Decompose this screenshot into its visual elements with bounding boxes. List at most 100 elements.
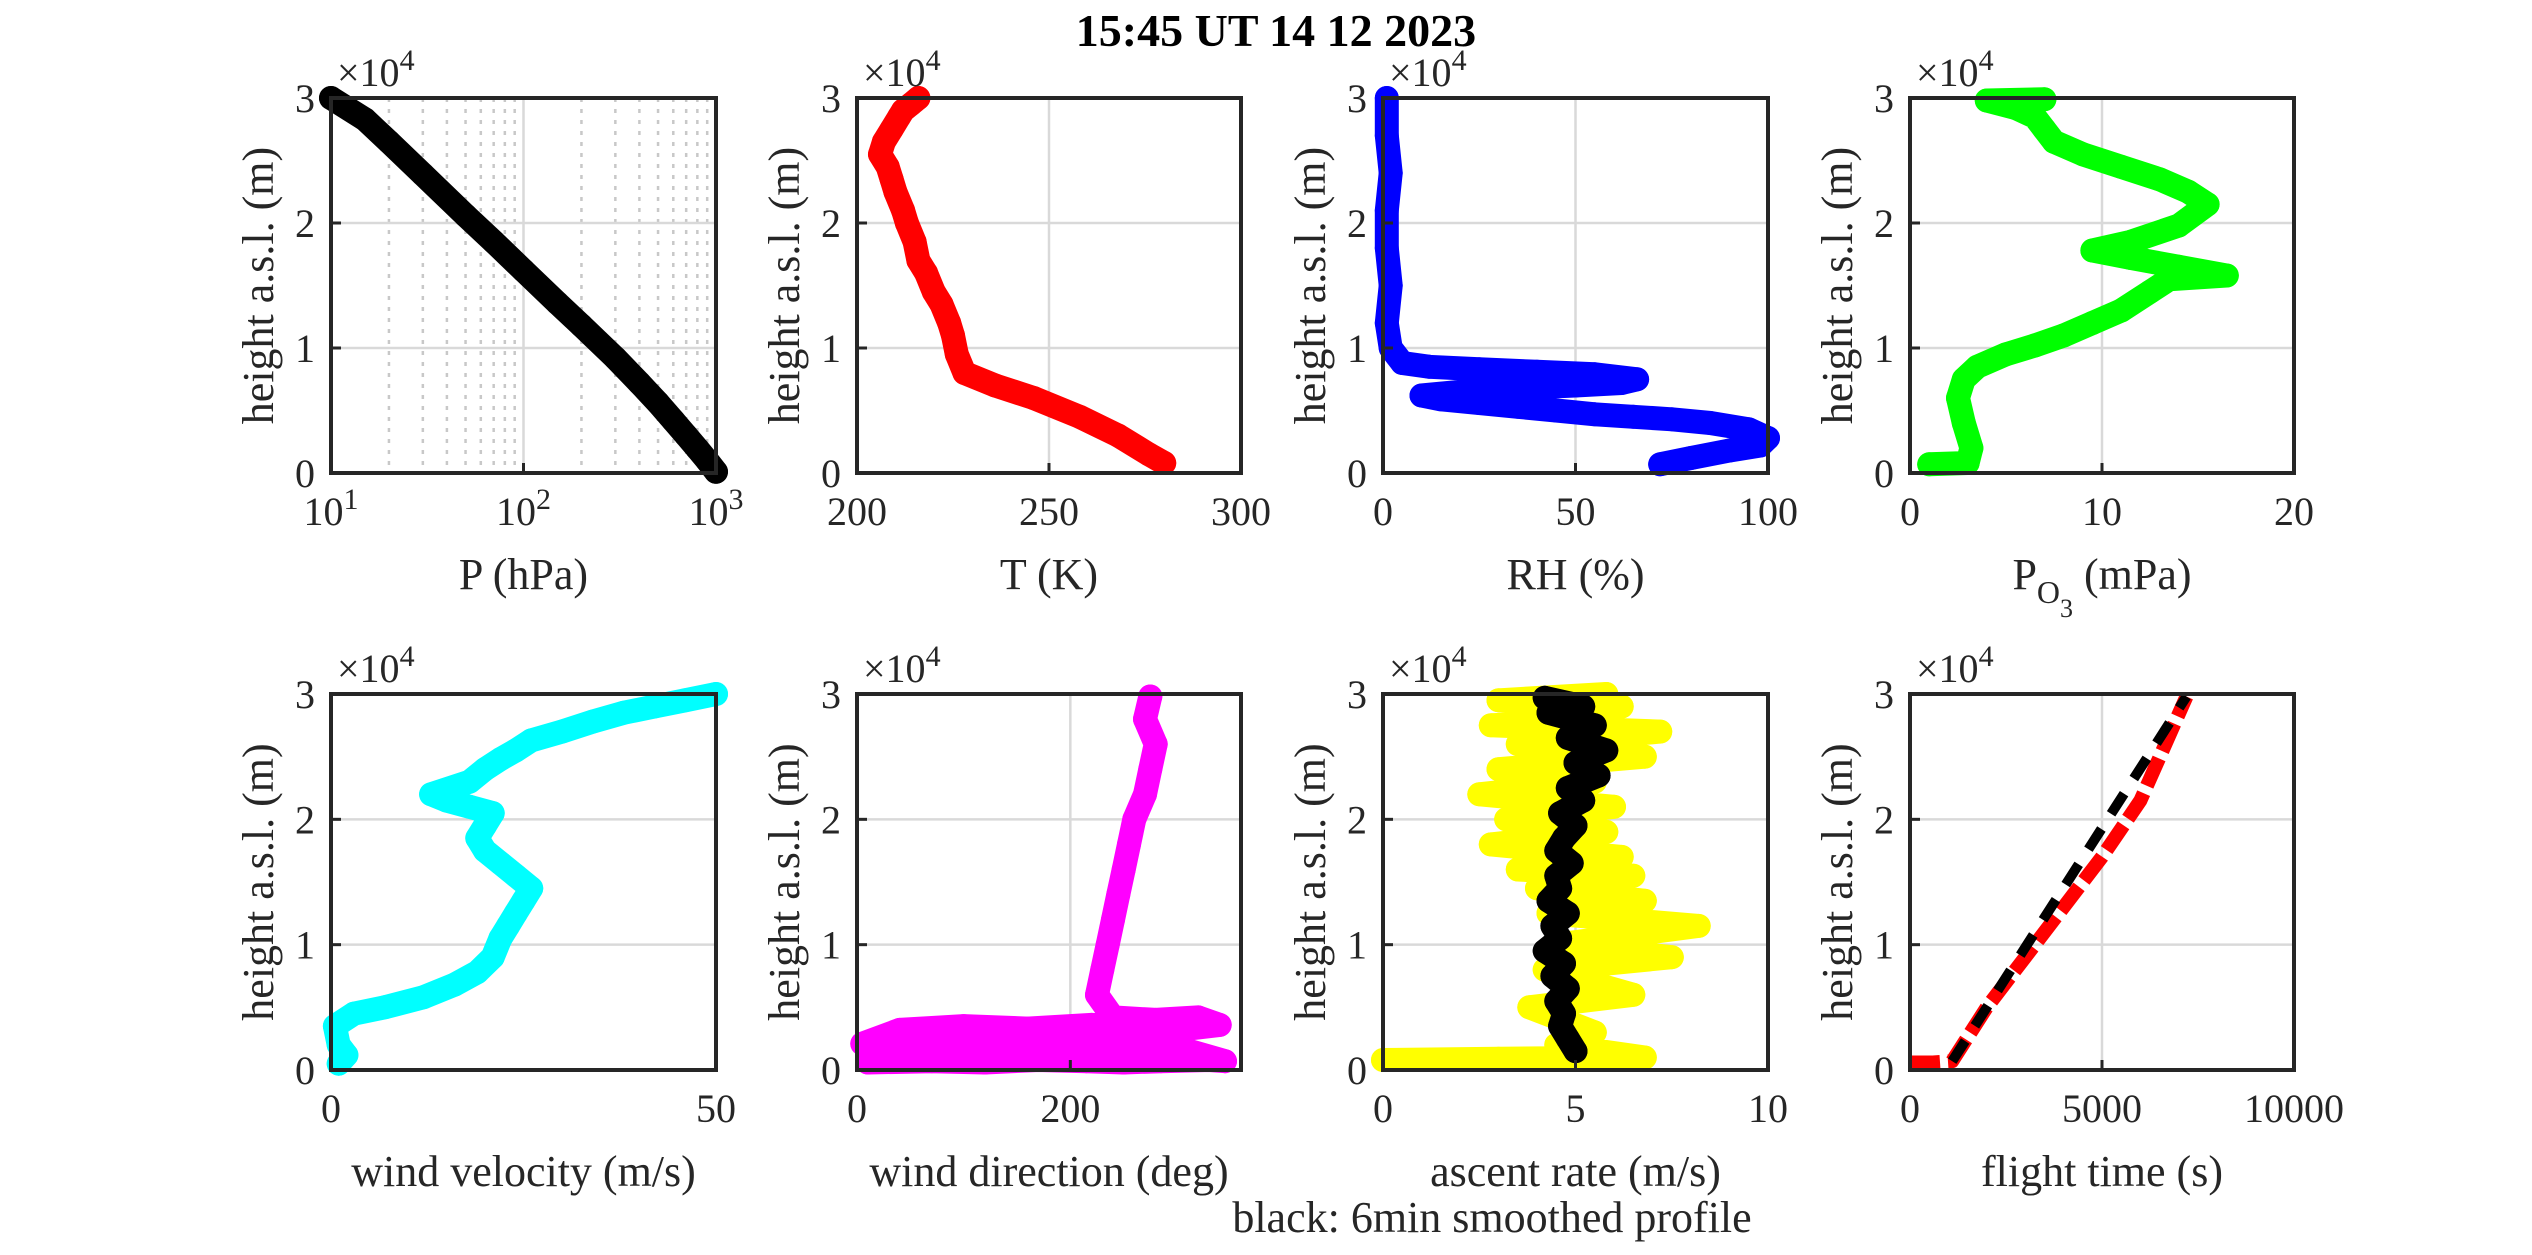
data-point — [1621, 982, 1646, 1007]
data-point — [580, 709, 605, 734]
y-axis-label: height a.s.l. (m) — [234, 147, 283, 424]
x-tick-label: 50 — [696, 1086, 736, 1131]
data-point — [2214, 263, 2239, 288]
data-point — [1467, 357, 1492, 382]
x-axis: 200 250 300 — [827, 463, 1271, 534]
y-tick-label: 3 — [1347, 76, 1367, 121]
data-point — [887, 1017, 912, 1042]
data-point — [944, 342, 969, 367]
grid — [1910, 694, 2294, 1070]
y-tick-label: 2 — [1347, 797, 1367, 842]
data-point — [372, 995, 397, 1020]
data-point — [1143, 1007, 1168, 1032]
x-axis-label: RH (%) — [1506, 550, 1644, 599]
y-tick-label: 1 — [1347, 923, 1367, 968]
data-point — [1552, 951, 1576, 976]
y-axis-label: height a.s.l. (m) — [1286, 743, 1335, 1020]
x-axis: 0 50 — [321, 1060, 736, 1131]
y-tick-label: 0 — [295, 451, 315, 496]
plot-area — [1374, 86, 1780, 477]
y-tick-label: 1 — [1347, 326, 1367, 371]
series-2-line — [1947, 693, 2191, 1064]
data-point — [1602, 794, 1626, 819]
x-axis-label: flight time (s) — [1981, 1147, 2223, 1196]
data-point — [1555, 776, 1580, 800]
y-tick-label: 1 — [295, 326, 315, 371]
axes-frame — [855, 692, 1243, 1072]
data-point — [891, 198, 916, 223]
data-point — [1374, 236, 1399, 260]
data-point — [342, 1001, 367, 1026]
data-point — [937, 311, 962, 335]
data-point — [921, 279, 946, 304]
y-exponent-label: ×104 — [1389, 44, 1467, 95]
data-point — [1648, 452, 1673, 477]
data-point — [1021, 386, 1046, 410]
y-axis: 0 1 2 3 ×104 — [1874, 44, 1994, 496]
data-point — [1994, 342, 2018, 367]
x-tick-label: 0 — [1373, 489, 1393, 534]
panel-wind-direction: 0 200 0 1 2 3 ×104 wind direction (deg) height a… — [760, 640, 1243, 1196]
y-exponent-label: ×104 — [1916, 44, 1994, 95]
data-point — [480, 801, 505, 826]
data-point — [2138, 279, 2162, 304]
panel-wind-velocity: 0 50 0 1 2 3 ×104 wind velocity (m/s) height a.s… — [234, 640, 736, 1196]
data-point — [2080, 311, 2105, 335]
y-tick-label: 1 — [821, 326, 841, 371]
data-point — [1138, 684, 1163, 709]
axes-frame — [329, 692, 718, 1072]
data-point — [1582, 362, 1607, 387]
panel-pressure: 101 102 103 0 1 2 3 ×104 P (hPa) height a.s.l. (m… — [234, 44, 744, 599]
x-tick-label: 5000 — [2062, 1086, 2142, 1131]
y-tick-label: 1 — [1874, 923, 1894, 968]
data-point — [1074, 1049, 1099, 1074]
y-tick-label: 2 — [821, 201, 841, 246]
data-point — [1186, 1005, 1211, 1030]
data-point — [550, 719, 574, 744]
data-point — [1548, 801, 1573, 826]
data-point — [646, 391, 671, 415]
data-point — [1058, 1035, 1083, 1060]
data-point — [1632, 1045, 1657, 1070]
data-point — [1374, 198, 1399, 223]
y-exponent-label: ×104 — [337, 640, 415, 691]
data-point — [465, 960, 490, 985]
data-point — [1525, 359, 1549, 384]
x-axis: 0 5 10 — [1373, 1060, 1788, 1131]
data-point — [545, 291, 570, 315]
data-point — [1165, 1017, 1189, 1042]
data-point — [1085, 982, 1109, 1007]
data-point — [1505, 732, 1530, 757]
data-point — [511, 258, 536, 283]
y-axis-label: height a.s.l. (m) — [1813, 743, 1862, 1020]
y-exponent-label: ×104 — [1389, 640, 1467, 691]
data-point — [1486, 1046, 1511, 1071]
y-axis-label: height a.s.l. (m) — [760, 743, 809, 1020]
data-point — [627, 371, 652, 395]
data-point — [983, 373, 1008, 398]
data-point — [1532, 685, 1557, 710]
x-tick-label: 5 — [1566, 1086, 1586, 1131]
data-point — [2195, 192, 2220, 217]
y-tick-label: 0 — [821, 451, 841, 496]
y-tick-label: 0 — [821, 1048, 841, 1093]
data-point — [1594, 738, 1619, 763]
data-point — [1133, 707, 1157, 732]
data-point — [1698, 411, 1723, 435]
y-tick-label: 3 — [1347, 672, 1367, 717]
data-point — [1563, 373, 1588, 398]
data-point — [2080, 238, 2105, 263]
y-tick-label: 3 — [1874, 672, 1894, 717]
data-point — [1165, 1035, 1189, 1060]
data-point — [1505, 394, 1530, 419]
x-tick-label: 102 — [496, 483, 551, 534]
y-tick-label: 3 — [821, 672, 841, 717]
x-tick-label: 0 — [1373, 1086, 1393, 1131]
x-tick-label: 300 — [1211, 489, 1271, 534]
y-axis: 0 1 2 3 ×104 — [1347, 640, 1467, 1093]
plot-area — [850, 684, 1237, 1075]
data-point — [1213, 1049, 1237, 1074]
data-point — [411, 985, 436, 1010]
plot-area — [322, 682, 728, 1076]
y-axis: 0 1 2 3 ×104 — [295, 44, 415, 496]
